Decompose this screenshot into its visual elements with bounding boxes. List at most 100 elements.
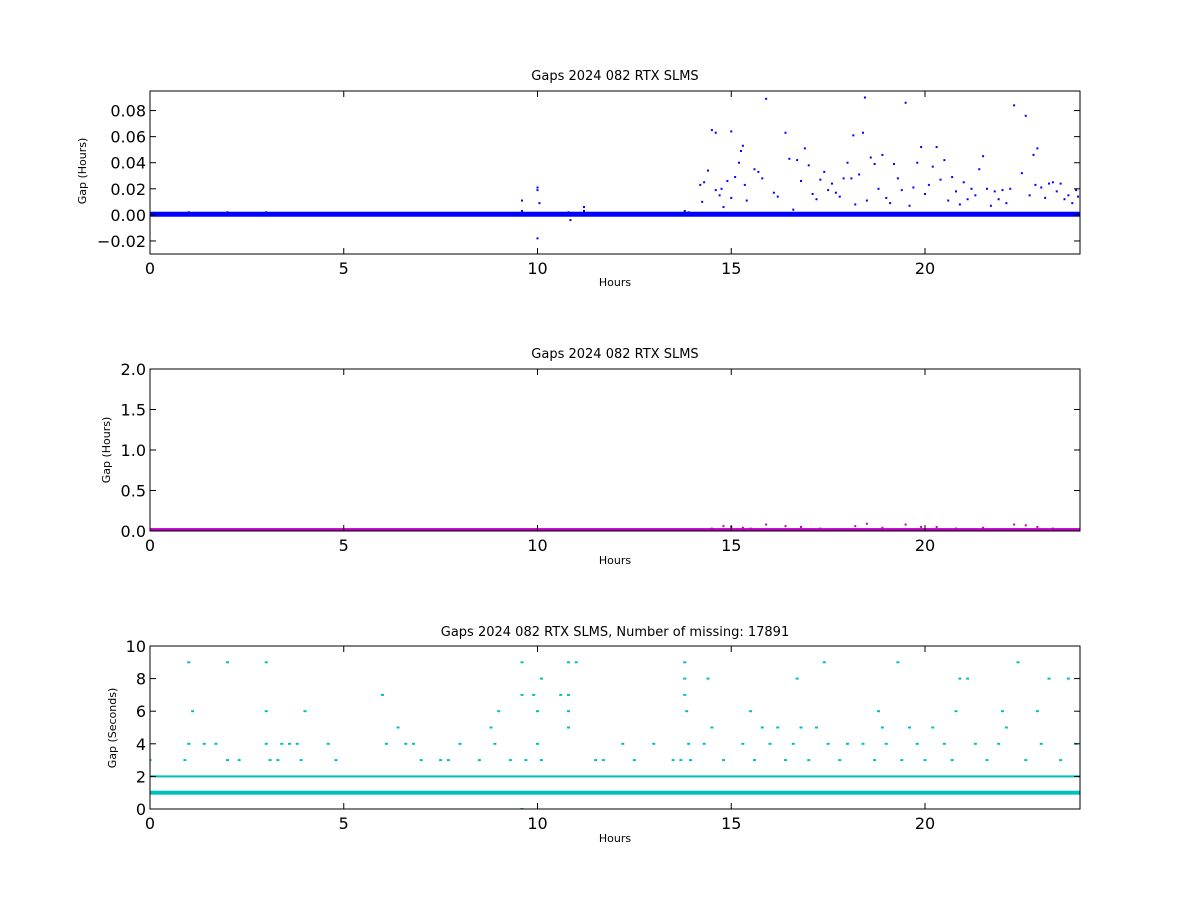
data-point xyxy=(1075,189,1078,192)
data-point xyxy=(489,726,493,729)
x-tick-label: 5 xyxy=(339,814,349,833)
data-point xyxy=(915,742,919,745)
data-point xyxy=(276,759,280,762)
data-point xyxy=(187,211,190,214)
data-point xyxy=(191,710,195,713)
data-point xyxy=(567,211,570,214)
data-point xyxy=(1005,202,1008,205)
x-tick-label: 20 xyxy=(915,259,935,278)
data-point xyxy=(726,179,729,182)
subplot-bottom: Gaps 2024 082 RTX SLMS, Number of missin… xyxy=(106,625,1081,845)
data-point xyxy=(710,129,713,132)
data-point xyxy=(741,144,744,147)
data-point xyxy=(575,212,578,215)
y-tick-label: 0.04 xyxy=(110,154,146,173)
data-point xyxy=(1035,710,1039,713)
subplot-middle-xlabel: Hours xyxy=(599,554,631,567)
data-point xyxy=(889,202,892,205)
y-tick-label: 0.02 xyxy=(110,180,146,199)
data-point xyxy=(671,759,675,762)
data-point xyxy=(268,759,272,762)
data-point xyxy=(187,661,191,664)
data-point xyxy=(699,183,702,186)
data-point xyxy=(334,759,338,762)
data-point xyxy=(908,204,911,207)
data-point xyxy=(707,169,709,172)
data-point xyxy=(304,212,306,215)
data-point xyxy=(497,710,501,713)
data-point xyxy=(280,742,284,745)
data-point xyxy=(264,710,268,713)
data-point xyxy=(720,187,723,190)
data-point xyxy=(973,742,977,745)
data-point xyxy=(536,186,539,189)
data-point xyxy=(226,661,229,664)
data-point xyxy=(904,523,907,526)
data-point xyxy=(846,161,849,164)
data-point xyxy=(532,693,536,696)
data-point xyxy=(722,759,725,762)
data-point xyxy=(520,693,524,696)
data-point xyxy=(749,527,752,530)
data-point xyxy=(753,759,756,762)
data-point xyxy=(842,177,845,180)
y-tick-label: 1.5 xyxy=(121,401,146,420)
data-point xyxy=(753,168,756,171)
subplot-top: Gaps 2024 082 RTX SLMS Hours Gap (Hours)… xyxy=(76,69,1081,289)
data-point xyxy=(683,661,687,664)
data-point xyxy=(1067,194,1070,197)
data-point xyxy=(299,759,303,762)
x-tick-label: 0 xyxy=(145,259,155,278)
data-point xyxy=(792,208,795,211)
data-point xyxy=(799,726,803,729)
data-point xyxy=(191,212,194,215)
y-tick-label: 4 xyxy=(136,735,146,754)
data-point xyxy=(772,191,775,194)
data-point xyxy=(896,177,899,180)
data-point xyxy=(303,710,307,713)
data-point xyxy=(539,759,543,762)
y-tick-label: 8 xyxy=(136,670,146,689)
data-point xyxy=(761,177,764,180)
subplot-bottom-xlabel: Hours xyxy=(599,832,631,845)
data-point xyxy=(714,131,717,134)
x-tick-label: 10 xyxy=(527,814,547,833)
data-point xyxy=(400,212,403,215)
data-point xyxy=(877,710,880,713)
data-point xyxy=(1016,661,1020,664)
data-point xyxy=(834,191,837,194)
data-point xyxy=(493,742,497,745)
data-point xyxy=(811,193,814,196)
data-point xyxy=(776,726,780,729)
data-point xyxy=(1009,187,1012,190)
data-point xyxy=(412,742,415,745)
data-point xyxy=(1036,147,1039,150)
data-point xyxy=(822,661,826,664)
data-point xyxy=(458,742,462,745)
y-tick-label: 6 xyxy=(136,702,146,721)
data-point xyxy=(730,130,733,133)
data-point xyxy=(826,742,830,745)
data-point xyxy=(741,526,744,529)
data-point xyxy=(1048,182,1050,185)
subplot-bottom-frame xyxy=(149,645,1081,810)
data-point xyxy=(1032,153,1035,156)
data-point xyxy=(1001,189,1004,192)
data-point xyxy=(202,742,206,745)
data-point xyxy=(477,759,481,762)
data-point xyxy=(923,759,927,762)
data-point xyxy=(954,710,958,713)
x-tick-label: 15 xyxy=(721,536,741,555)
data-point xyxy=(679,759,683,762)
data-baseline xyxy=(150,211,1080,217)
data-point xyxy=(966,198,969,201)
data-point xyxy=(683,693,687,696)
y-tick-label: 0.00 xyxy=(110,206,146,225)
data-point xyxy=(912,186,915,189)
data-point xyxy=(854,203,857,206)
data-point xyxy=(942,742,946,745)
data-point xyxy=(815,198,818,201)
data-point xyxy=(807,164,810,167)
data-point xyxy=(567,710,570,713)
data-point xyxy=(743,183,746,186)
